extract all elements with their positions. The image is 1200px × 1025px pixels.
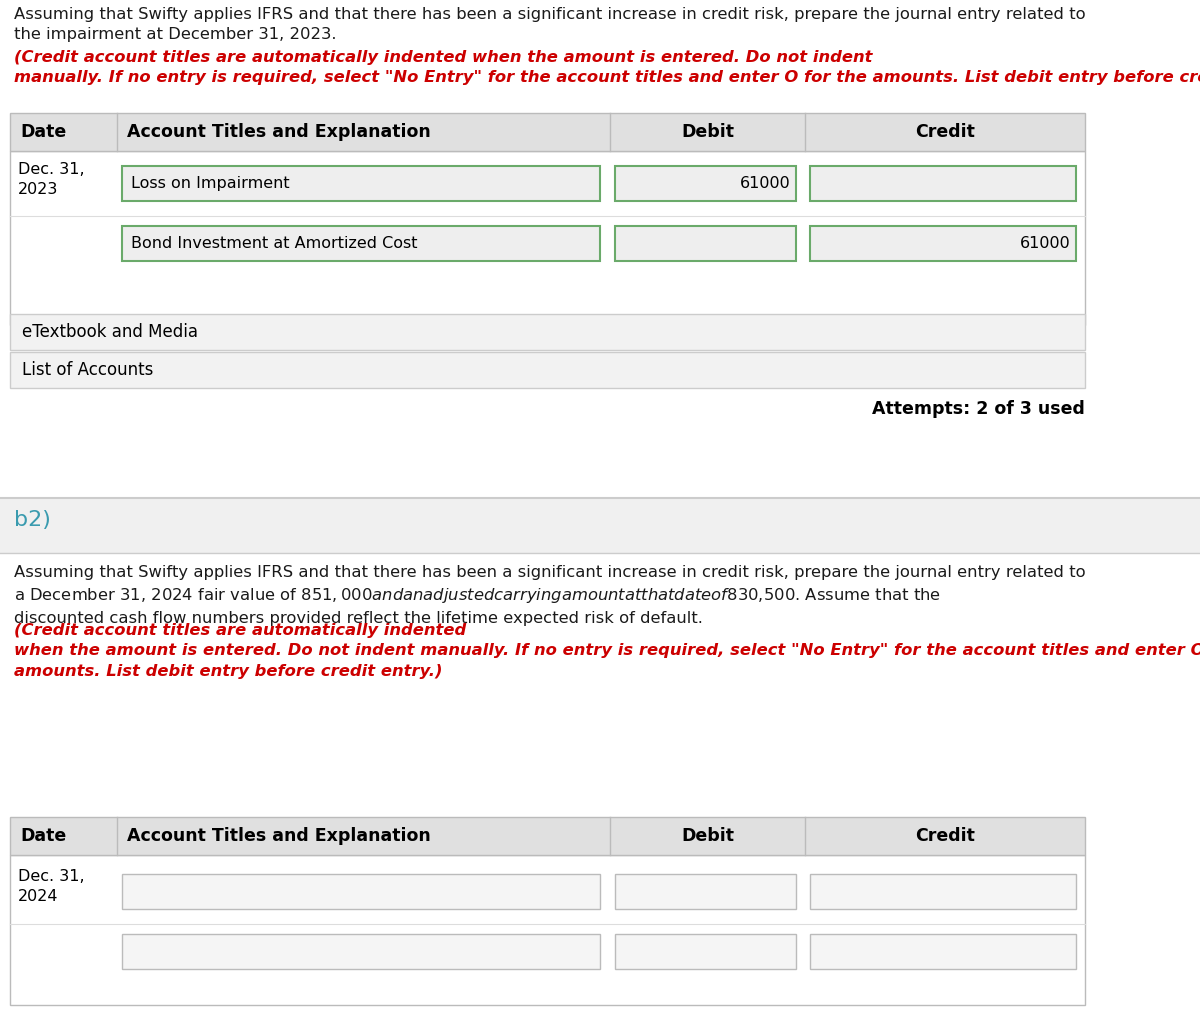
Text: (Credit account titles are automatically indented
when the amount is entered. Do: (Credit account titles are automatically…: [14, 623, 1200, 679]
Text: Credit: Credit: [916, 123, 974, 141]
Text: Assuming that Swifty applies IFRS and that there has been a significant increase: Assuming that Swifty applies IFRS and th…: [14, 565, 1086, 625]
Bar: [122, 874, 600, 909]
Text: Bond Investment at Amortized Cost: Bond Investment at Amortized Cost: [131, 236, 418, 251]
Text: Credit: Credit: [916, 827, 974, 845]
Bar: [0, 554, 1200, 1025]
Bar: [616, 874, 796, 909]
Text: Date: Date: [20, 123, 66, 141]
Text: Account Titles and Explanation: Account Titles and Explanation: [127, 123, 431, 141]
Bar: [10, 855, 1085, 1004]
Text: Dec. 31,
2023: Dec. 31, 2023: [18, 162, 85, 198]
Bar: [616, 934, 796, 969]
Bar: [122, 226, 600, 261]
Text: Date: Date: [20, 827, 66, 845]
Bar: [810, 934, 1076, 969]
Text: List of Accounts: List of Accounts: [22, 361, 154, 379]
Bar: [10, 817, 1085, 855]
Text: Loss on Impairment: Loss on Impairment: [131, 176, 289, 191]
Bar: [810, 226, 1076, 261]
Bar: [122, 934, 600, 969]
Text: (Credit account titles are automatically indented when the amount is entered. Do: (Credit account titles are automatically…: [14, 50, 1200, 85]
Text: 61000: 61000: [740, 176, 791, 191]
Text: eTextbook and Media: eTextbook and Media: [22, 323, 198, 341]
Bar: [0, 498, 1200, 554]
Bar: [10, 314, 1085, 350]
Text: 61000: 61000: [1020, 236, 1072, 251]
Text: Debit: Debit: [682, 827, 734, 845]
Bar: [10, 151, 1085, 325]
Bar: [10, 113, 1085, 151]
Bar: [616, 166, 796, 201]
Bar: [0, 0, 1200, 500]
Bar: [810, 166, 1076, 201]
Text: Account Titles and Explanation: Account Titles and Explanation: [127, 827, 431, 845]
Text: b2): b2): [14, 510, 50, 530]
Text: Attempts: 2 of 3 used: Attempts: 2 of 3 used: [872, 400, 1085, 418]
Bar: [810, 874, 1076, 909]
Text: Assuming that Swifty applies IFRS and that there has been a significant increase: Assuming that Swifty applies IFRS and th…: [14, 7, 1086, 42]
Text: Dec. 31,
2024: Dec. 31, 2024: [18, 869, 85, 904]
Bar: [10, 352, 1085, 388]
Text: Debit: Debit: [682, 123, 734, 141]
Bar: [122, 166, 600, 201]
Bar: [616, 226, 796, 261]
